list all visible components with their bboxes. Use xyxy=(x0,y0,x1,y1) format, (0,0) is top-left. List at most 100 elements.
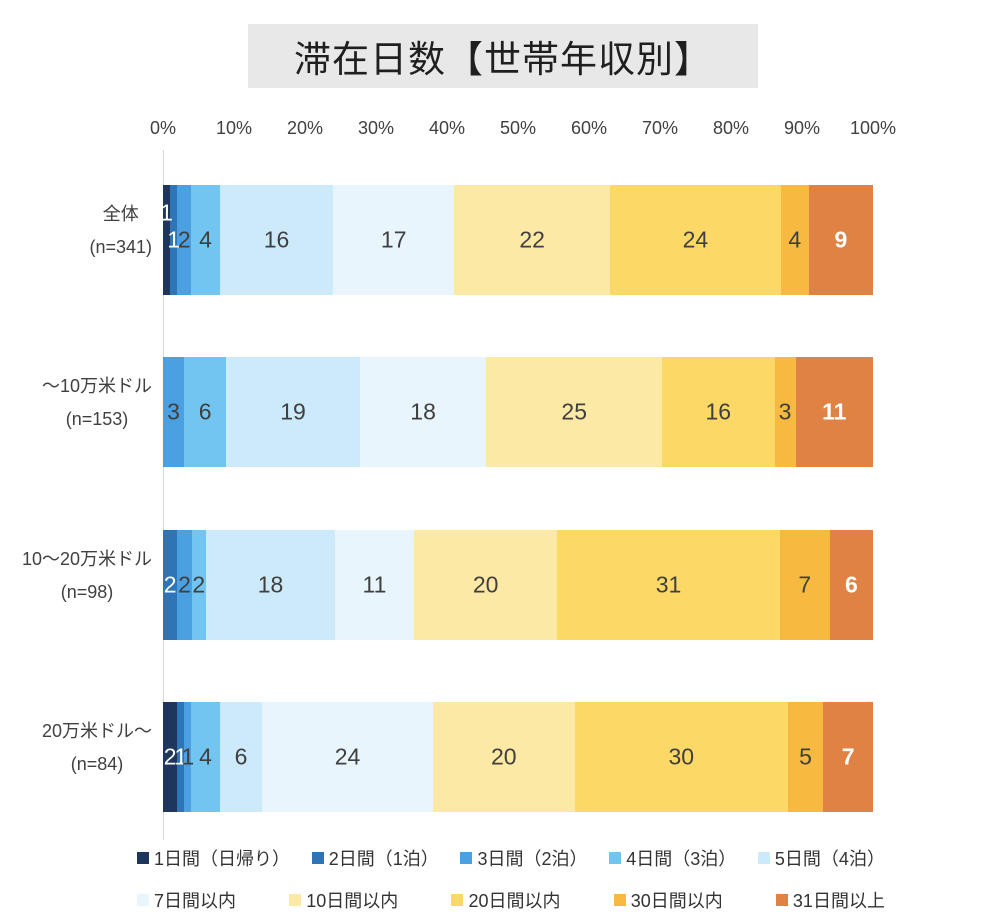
category-label: 10～20万米ドル (n=98) xyxy=(0,543,152,609)
bar-segment: 18 xyxy=(205,530,336,640)
data-label: 25 xyxy=(561,398,587,425)
data-label: 2 xyxy=(178,571,191,598)
bar-segment: 4 xyxy=(191,185,220,295)
bar-segment: 6 xyxy=(219,702,263,812)
legend-item: 31日間以上 xyxy=(775,887,885,913)
bar-segment: 2 xyxy=(177,530,192,640)
bar-segment: 2 xyxy=(177,185,192,295)
legend-swatch-icon xyxy=(613,894,626,906)
bar-segment: 11 xyxy=(795,357,873,467)
bar-segment: 24 xyxy=(610,185,781,295)
category-sample-size: (n=84) xyxy=(70,754,124,774)
bar-segment: 17 xyxy=(333,185,455,295)
legend-label: 1日間（日帰り） xyxy=(154,849,291,869)
data-label: 5 xyxy=(799,743,812,770)
bar-segment: 16 xyxy=(662,357,775,467)
category-name: 10～20万米ドル xyxy=(21,549,152,569)
bar-segment: 2 xyxy=(163,530,178,640)
category-label-text: 20万米ドル～ (n=84) xyxy=(42,715,152,781)
data-label: 9 xyxy=(834,226,848,253)
bar-segment: 20 xyxy=(432,702,575,812)
data-label: 7 xyxy=(841,743,855,770)
bar-segment: 7 xyxy=(779,530,830,640)
legend-label: 31日間以上 xyxy=(792,891,885,911)
category-label: 全体 (n=341) xyxy=(0,198,152,264)
bar-segment: 18 xyxy=(359,357,487,467)
bar-segment: 20 xyxy=(413,530,558,640)
data-label: 24 xyxy=(682,226,709,253)
category-name: 20万米ドル～ xyxy=(41,721,152,741)
data-label: 7 xyxy=(798,571,812,598)
x-axis-tick-label: 90% xyxy=(783,118,821,138)
data-label: 11 xyxy=(362,571,387,598)
data-label: 6 xyxy=(844,571,858,598)
legend-item: 3日間（2泊） xyxy=(460,845,587,871)
legend-label: 5日間（4泊） xyxy=(774,849,885,869)
category-label: ～10万米ドル (n=153) xyxy=(0,370,152,436)
data-label: 16 xyxy=(263,226,290,253)
data-label: 30 xyxy=(668,743,695,770)
legend-swatch-icon xyxy=(460,852,473,864)
data-label: 1 xyxy=(160,199,173,226)
legend-label: 7日間以内 xyxy=(154,891,237,911)
data-label: 3 xyxy=(778,398,792,425)
legend-swatch-icon xyxy=(289,894,302,906)
bar-segment: 4 xyxy=(780,185,810,295)
data-label: 1 xyxy=(181,743,195,770)
legend-label: 2日間（1泊） xyxy=(328,849,439,869)
data-label: 4 xyxy=(199,743,212,770)
bar-segment: 3 xyxy=(774,357,796,467)
bar-segment: 7 xyxy=(823,702,873,812)
data-label: 4 xyxy=(199,226,212,253)
x-axis-tick-label: 60% xyxy=(570,118,608,138)
data-label: 3 xyxy=(167,398,180,425)
x-axis-tick-label: 80% xyxy=(712,118,750,138)
data-label: 4 xyxy=(788,226,802,253)
bar-segment: 19 xyxy=(226,357,360,467)
data-label: 2 xyxy=(163,571,177,598)
data-label: 20 xyxy=(472,571,499,598)
bar-row: 2 2 2 18 11 20 31 7 6 xyxy=(163,530,873,640)
category-name: 全体 xyxy=(102,204,139,224)
legend-row-2: 7日間以内 10日間以内 20日間以内 30日間以内 31日間以上 xyxy=(137,888,885,912)
data-label: 1 xyxy=(167,226,181,253)
legend-swatch-icon xyxy=(137,852,149,864)
data-label: 2 xyxy=(177,226,191,253)
bar-segment: 22 xyxy=(454,185,611,295)
bar-segment: 1 xyxy=(181,702,195,812)
legend-item: 7日間以内 xyxy=(137,887,236,913)
legend-swatch-icon xyxy=(775,894,788,906)
legend-label: 30日間以内 xyxy=(630,891,723,911)
legend-swatch-icon xyxy=(311,852,324,864)
x-axis-tick-label: 0% xyxy=(149,118,177,138)
legend-label: 4日間（3泊） xyxy=(626,849,737,869)
legend-label: 3日間（2泊） xyxy=(477,849,588,869)
bar-segment: 2 xyxy=(163,702,178,812)
legend-swatch-icon xyxy=(609,852,622,864)
x-axis-tick-label: 10% xyxy=(215,118,253,138)
data-label: 2 xyxy=(192,571,206,598)
bar-segment: 1 xyxy=(167,185,181,295)
category-sample-size: (n=153) xyxy=(65,409,129,429)
data-label: 6 xyxy=(198,398,212,425)
bar-segment: 5 xyxy=(787,702,824,812)
data-label: 2 xyxy=(163,743,177,770)
data-label: 6 xyxy=(234,743,248,770)
bar-row: 2 1 1 4 6 24 20 30 5 7 xyxy=(163,702,873,812)
data-label: 31 xyxy=(655,571,682,598)
bar-segment: 24 xyxy=(262,702,433,812)
category-label-text: 10～20万米ドル (n=98) xyxy=(22,543,152,609)
legend-label: 10日間以内 xyxy=(306,891,399,911)
bar-segment: 6 xyxy=(184,357,227,467)
bar-segment: 30 xyxy=(574,702,788,812)
legend-swatch-icon xyxy=(757,852,770,864)
category-label-text: 全体 (n=341) xyxy=(89,198,152,264)
legend-swatch-icon xyxy=(137,894,149,906)
data-label: 18 xyxy=(410,398,436,425)
y-axis-line xyxy=(163,150,164,840)
bar-segment: 1 xyxy=(174,702,187,812)
data-label: 16 xyxy=(705,398,732,425)
data-label: 24 xyxy=(334,743,361,770)
x-axis-tick-label: 50% xyxy=(499,118,537,138)
